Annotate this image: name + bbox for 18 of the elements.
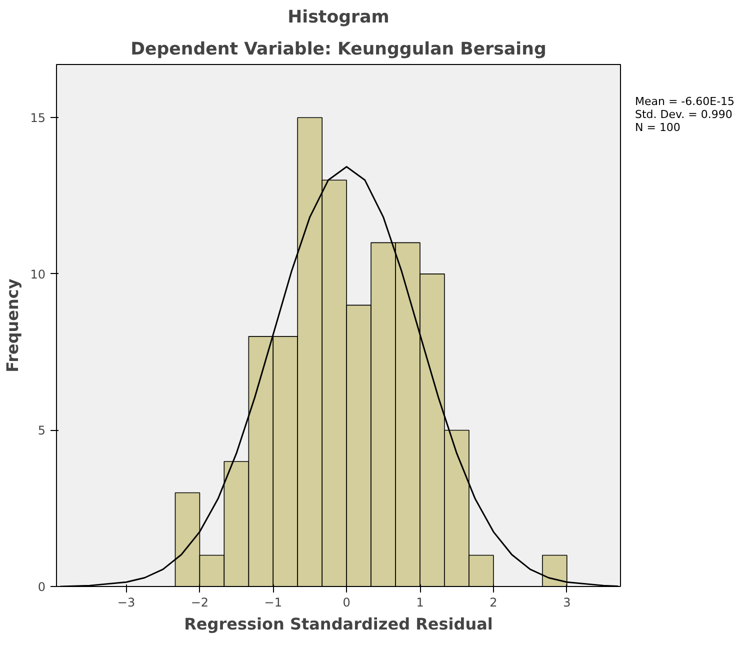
x-tick-label: 2 [490, 596, 498, 610]
y-tick-label: 10 [30, 267, 46, 282]
x-tick-label: 1 [416, 596, 424, 610]
text: Std. Dev. = 0.990 [635, 108, 732, 122]
chart-subtitle: Dependent Variable: Keunggulan Bersaing [130, 40, 546, 60]
y-tick-label: 0 [38, 580, 46, 594]
x-axis-title: Regression Standardized Residual [184, 614, 493, 634]
y-tick-label: 5 [38, 424, 46, 438]
y-axis-title: Frequency [3, 278, 22, 372]
text: N = 100 [635, 121, 680, 134]
x-tick-label: 3 [563, 596, 571, 610]
x-tick-label: −3 [117, 596, 136, 610]
x-tick-label: −1 [264, 596, 282, 610]
chart-title: Histogram [288, 8, 390, 28]
y-tick-label: 15 [30, 111, 46, 126]
x-tick-label: −2 [190, 596, 209, 610]
x-tick-label: 0 [342, 596, 350, 610]
text: Mean = -6.60E-15 [635, 95, 735, 108]
